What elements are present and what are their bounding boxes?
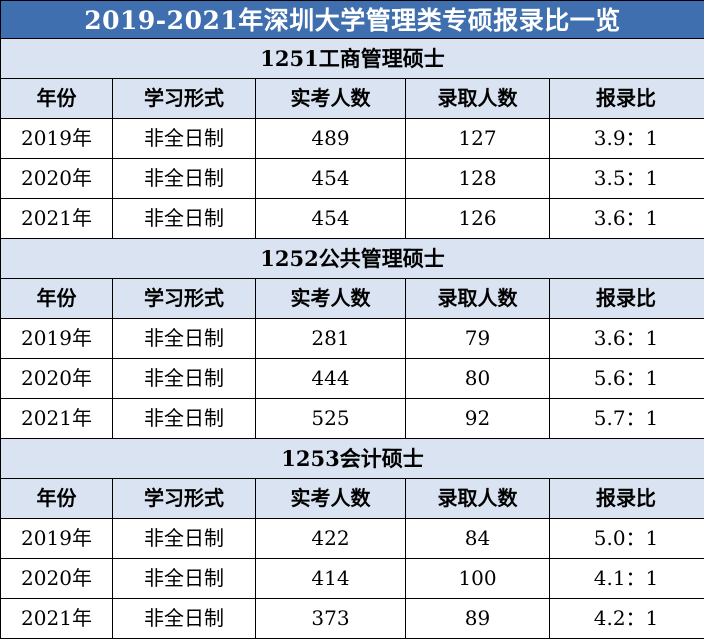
cell-year: 2020年 <box>1 159 113 198</box>
cell-study-mode: 非全日制 <box>113 519 256 558</box>
cell-year: 2020年 <box>1 359 113 398</box>
cell-admitted: 84 <box>406 519 550 558</box>
header-row: 年份 学习形式 实考人数 录取人数 报录比 <box>1 279 704 319</box>
cell-year: 2021年 <box>1 599 113 638</box>
table-row: 2019年 非全日制 422 84 5.0：1 <box>1 519 704 559</box>
header-admitted: 录取人数 <box>406 279 550 318</box>
section-title-mba: 1251工商管理硕士 <box>1 39 704 79</box>
cell-ratio: 3.6：1 <box>593 206 659 230</box>
cell-study-mode: 非全日制 <box>113 199 256 238</box>
cell-admitted: 126 <box>406 199 550 238</box>
header-year: 年份 <box>1 479 113 518</box>
header-year: 年份 <box>1 79 113 118</box>
cell-study-mode: 非全日制 <box>113 159 256 198</box>
header-study-mode: 学习形式 <box>113 279 256 318</box>
table-row: 2021年 非全日制 454 126 3.6：1 <box>1 199 704 239</box>
header-examinees: 实考人数 <box>256 79 406 118</box>
header-ratio: 报录比 <box>596 486 656 510</box>
cell-examinees: 444 <box>256 359 406 398</box>
table-title: 2019-2021年深圳大学管理类专硕报录比一览 <box>1 0 704 39</box>
header-ratio: 报录比 <box>596 286 656 310</box>
header-ratio: 报录比 <box>596 86 656 110</box>
table-row: 2021年 非全日制 525 92 5.7：1 <box>1 399 704 439</box>
header-row: 年份 学习形式 实考人数 录取人数 报录比 <box>1 79 704 119</box>
cell-study-mode: 非全日制 <box>113 559 256 598</box>
cell-admitted: 92 <box>406 399 550 438</box>
header-year: 年份 <box>1 279 113 318</box>
cell-admitted: 89 <box>406 599 550 638</box>
cell-study-mode: 非全日制 <box>113 359 256 398</box>
table-row: 2020年 非全日制 454 128 3.5：1 <box>1 159 704 199</box>
table-row: 2021年 非全日制 373 89 4.2：1 <box>1 599 704 639</box>
table-row: 2019年 非全日制 281 79 3.6：1 <box>1 319 704 359</box>
cell-examinees: 525 <box>256 399 406 438</box>
cell-ratio: 5.7：1 <box>593 406 659 430</box>
cell-year: 2020年 <box>1 559 113 598</box>
cell-ratio: 3.6：1 <box>593 326 659 350</box>
header-row: 年份 学习形式 实考人数 录取人数 报录比 <box>1 479 704 519</box>
cell-admitted: 128 <box>406 159 550 198</box>
cell-examinees: 414 <box>256 559 406 598</box>
section-title-mpacc: 1253会计硕士 <box>1 439 704 479</box>
cell-year: 2019年 <box>1 519 113 558</box>
cell-ratio: 3.9：1 <box>593 126 659 150</box>
cell-examinees: 281 <box>256 319 406 358</box>
cell-examinees: 489 <box>256 119 406 158</box>
cell-examinees: 422 <box>256 519 406 558</box>
cell-ratio: 4.2：1 <box>593 606 659 630</box>
cell-study-mode: 非全日制 <box>113 319 256 358</box>
table-row: 2020年 非全日制 444 80 5.6：1 <box>1 359 704 399</box>
header-examinees: 实考人数 <box>256 479 406 518</box>
cell-admitted: 100 <box>406 559 550 598</box>
cell-admitted: 80 <box>406 359 550 398</box>
cell-ratio: 5.6：1 <box>593 366 659 390</box>
cell-ratio: 3.5：1 <box>593 166 659 190</box>
cell-ratio: 4.1：1 <box>593 566 659 590</box>
cell-admitted: 79 <box>406 319 550 358</box>
cell-year: 2021年 <box>1 199 113 238</box>
cell-study-mode: 非全日制 <box>113 119 256 158</box>
table-row: 2019年 非全日制 489 127 3.9：1 <box>1 119 704 159</box>
table-row: 2020年 非全日制 414 100 4.1：1 <box>1 559 704 599</box>
cell-study-mode: 非全日制 <box>113 599 256 638</box>
cell-ratio: 5.0：1 <box>593 526 659 550</box>
header-study-mode: 学习形式 <box>113 479 256 518</box>
section-title-mpa: 1252公共管理硕士 <box>1 239 704 279</box>
cell-admitted: 127 <box>406 119 550 158</box>
header-study-mode: 学习形式 <box>113 79 256 118</box>
cell-year: 2019年 <box>1 319 113 358</box>
header-admitted: 录取人数 <box>406 79 550 118</box>
cell-year: 2019年 <box>1 119 113 158</box>
cell-examinees: 373 <box>256 599 406 638</box>
header-examinees: 实考人数 <box>256 279 406 318</box>
header-admitted: 录取人数 <box>406 479 550 518</box>
cell-examinees: 454 <box>256 159 406 198</box>
cell-examinees: 454 <box>256 199 406 238</box>
cell-year: 2021年 <box>1 399 113 438</box>
cell-study-mode: 非全日制 <box>113 399 256 438</box>
